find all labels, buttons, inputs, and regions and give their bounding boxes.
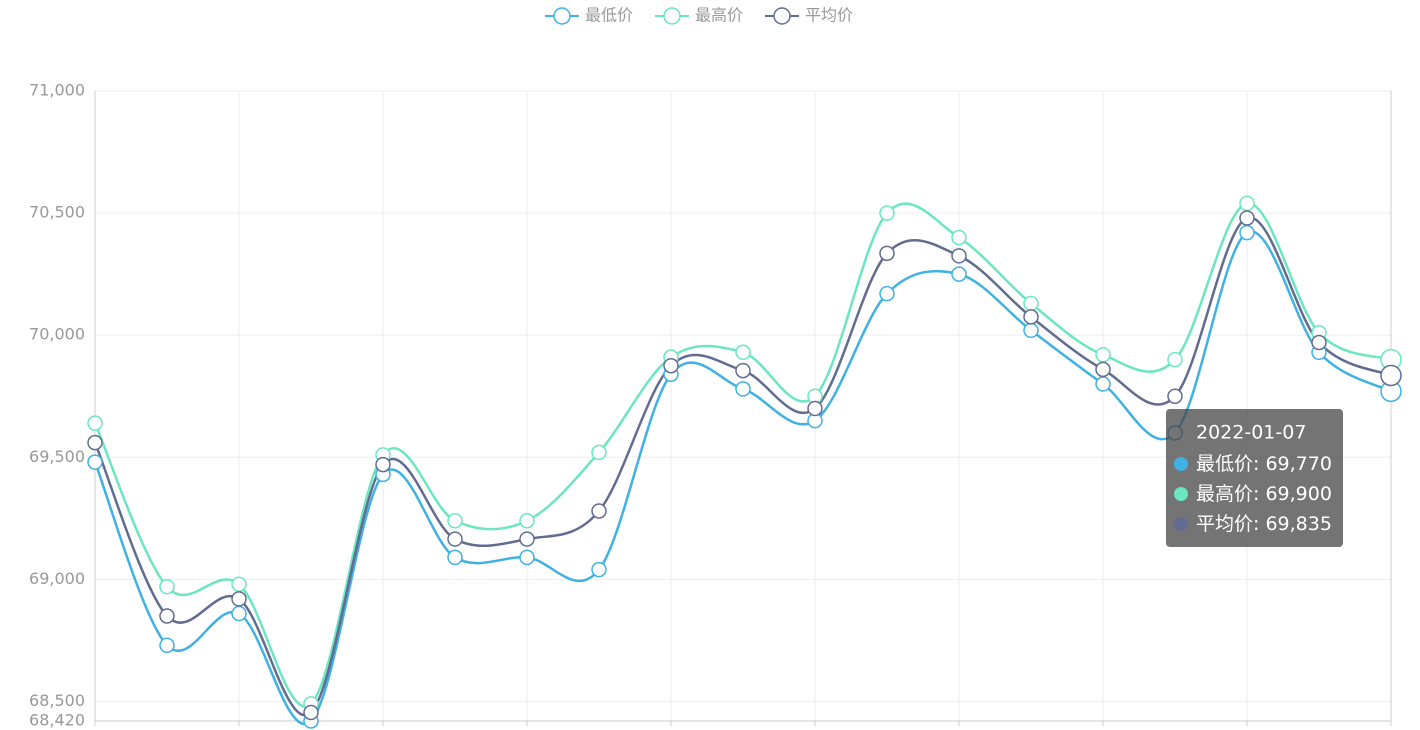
point	[1095, 376, 1111, 392]
point	[735, 381, 751, 397]
point	[807, 400, 823, 417]
point	[375, 456, 391, 473]
legend: 最低价 最高价 平均价	[545, 6, 853, 25]
tooltip-text: 69,900	[1265, 483, 1331, 505]
point	[879, 285, 895, 302]
legend-label: 最高价	[695, 6, 743, 25]
legend-label: 平均价	[805, 6, 853, 25]
y-tick-label: 68,420	[29, 711, 85, 730]
tooltip-text: :	[1253, 513, 1265, 535]
point	[879, 245, 895, 262]
point	[591, 561, 607, 578]
point	[1167, 351, 1183, 368]
point	[663, 357, 679, 374]
y-tick-label: 71,000	[29, 81, 85, 100]
point	[447, 513, 463, 529]
tooltip-text: 平均价	[1196, 513, 1253, 535]
point	[303, 704, 319, 721]
point	[1239, 195, 1255, 212]
point	[951, 248, 967, 264]
legend-item[interactable]: 平均价	[765, 6, 853, 25]
point	[591, 503, 607, 519]
point	[951, 266, 967, 282]
point	[1239, 210, 1255, 226]
tooltip-text: 69,770	[1265, 453, 1331, 475]
tooltip-title: 2022-01-07	[1196, 422, 1306, 444]
point	[159, 637, 175, 654]
point	[1095, 361, 1111, 378]
y-tick-label: 70,500	[29, 203, 85, 222]
point	[519, 549, 535, 566]
y-tick-label: 70,000	[29, 325, 85, 344]
point	[231, 576, 247, 593]
point	[447, 549, 463, 566]
point	[951, 229, 967, 246]
tooltip-dot	[1174, 457, 1188, 471]
point	[231, 591, 247, 607]
point	[519, 531, 535, 547]
point	[879, 205, 895, 221]
point	[1023, 295, 1039, 312]
tooltip-dot	[1174, 487, 1188, 501]
point	[1239, 224, 1255, 241]
tooltip-box	[1166, 409, 1343, 547]
y-tick-label: 68,500	[29, 691, 85, 710]
point	[735, 362, 751, 379]
tooltip-dot	[1174, 517, 1188, 531]
tooltip-text: 69,835	[1265, 513, 1331, 535]
tooltip-row: 最高价: 69,900	[1196, 483, 1332, 505]
point	[1023, 322, 1039, 339]
legend-marker	[553, 7, 571, 25]
point	[1380, 364, 1402, 387]
point	[1167, 388, 1183, 404]
point	[1311, 334, 1327, 351]
point	[87, 434, 103, 451]
point	[1095, 346, 1111, 363]
series-line	[93, 216, 1392, 717]
point	[591, 444, 607, 461]
tooltip-text: 最高价	[1196, 483, 1253, 505]
point	[87, 415, 103, 431]
point	[231, 605, 247, 622]
legend-marker	[663, 7, 681, 25]
tooltip-text: :	[1253, 453, 1265, 475]
legend-item[interactable]: 最高价	[655, 6, 743, 25]
tooltip-text: 最低价	[1196, 453, 1253, 475]
tooltip: 2022-01-07 最低价: 69,770 最高价: 69,900 平均价: 69,…	[1166, 409, 1343, 547]
point	[735, 344, 751, 361]
point	[159, 578, 175, 595]
y-tick-label: 69,000	[29, 569, 85, 588]
point	[159, 608, 175, 624]
tooltip-row: 平均价: 69,835	[1196, 513, 1332, 535]
point	[87, 454, 103, 470]
point	[1023, 309, 1039, 325]
legend-marker	[773, 7, 791, 25]
tooltip-row: 最低价: 69,770	[1196, 453, 1332, 475]
legend-item[interactable]: 最低价	[545, 6, 633, 25]
tooltip-text: :	[1253, 483, 1265, 505]
y-tick-label: 69,500	[29, 447, 85, 466]
legend-label: 最低价	[585, 6, 633, 25]
point	[519, 513, 535, 529]
point	[447, 531, 463, 547]
